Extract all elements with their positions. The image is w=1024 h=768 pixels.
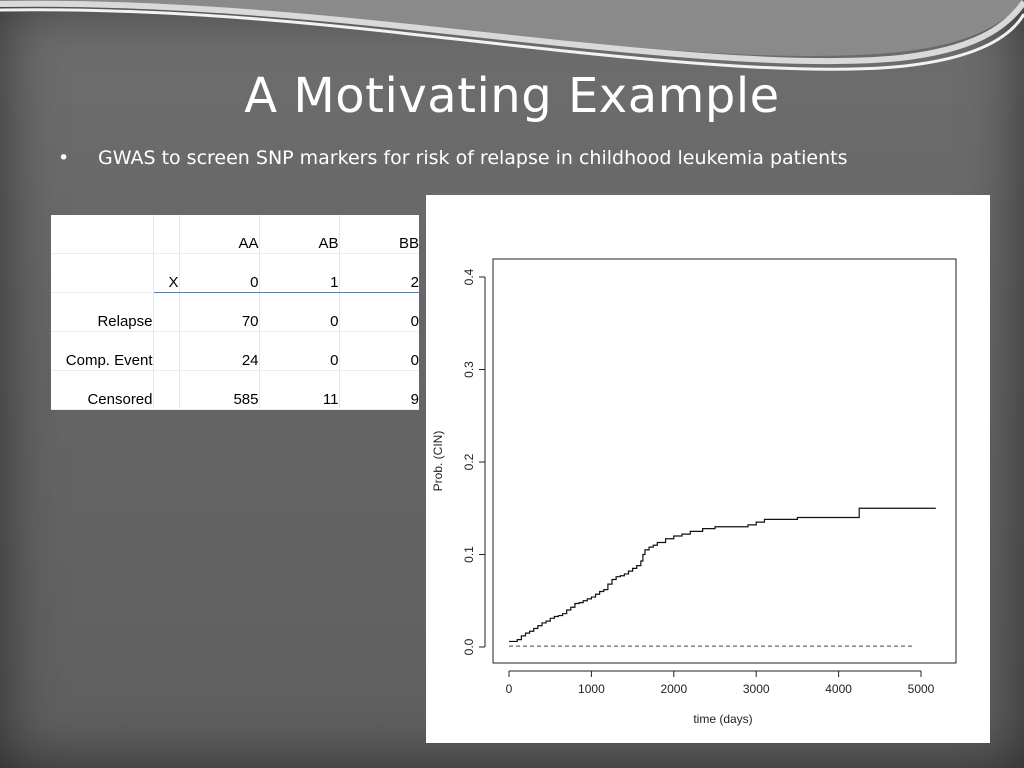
table-cell [153,292,180,332]
table-cell [153,331,180,371]
table-cell: 585 [179,370,260,410]
y-axis-label: Prob. (CIN) [431,431,445,492]
table-cell: 70 [179,292,260,332]
table-cell [51,253,154,293]
x-tick-label: 5000 [908,682,935,696]
y-tick-label: 0.2 [462,453,476,470]
table-row: Comp. Event 24 0 0 [51,331,419,371]
cumulative-incidence-plot: 0 1000 2000 3000 4000 5000 0.0 0.1 0.2 0.3 0.4 ti… [426,195,990,743]
column-header-bb: BB [339,215,419,254]
row-label-censored: Censored [51,370,154,410]
x-tick-label: 3000 [743,682,770,696]
y-axis: 0.0 0.1 0.2 0.3 0.4 [462,268,486,655]
table-cell: 0 [339,292,419,332]
x-tick-label: 0 [506,682,513,696]
genotype-table: AA AB BB X 0 1 2 Relapse 70 0 0 Comp. Ev… [51,215,419,410]
table-cell: 0 [179,253,260,293]
plot-series [509,507,936,647]
table-header-row: AA AB BB [51,215,419,254]
table-row: Censored 585 11 9 [51,370,419,410]
bullet-marker: • [58,147,70,169]
table-cell: 1 [259,253,340,293]
slide-title: A Motivating Example [244,68,780,124]
plot-canvas: 0 1000 2000 3000 4000 5000 0.0 0.1 0.2 0.3 0.4 ti… [431,258,957,726]
x-tick-label: 2000 [660,682,687,696]
row-label-comp-event: Comp. Event [51,331,154,371]
plot-frame [492,258,957,664]
decorative-swoosh [0,0,1024,71]
column-header-ab: AB [259,215,340,254]
table-cell: 9 [339,370,419,410]
table-row: Relapse 70 0 0 [51,292,419,332]
x-axis-label: time (days) [693,712,752,726]
y-tick-label: 0.0 [462,638,476,655]
x-axis: 0 1000 2000 3000 4000 5000 [506,670,935,696]
table-cell: 2 [339,253,419,293]
row-label-x: X [153,253,180,293]
y-tick-label: 0.1 [462,546,476,563]
x-tick-label: 1000 [578,682,605,696]
column-header-aa: AA [179,215,260,254]
x-tick-label: 4000 [825,682,852,696]
table-cell: 24 [179,331,260,371]
table-cell: 0 [339,331,419,371]
table-cell: 11 [259,370,340,410]
table-cell: 0 [259,331,340,371]
table-cell [51,215,154,254]
table-row: X 0 1 2 [51,253,419,293]
table-cell: 0 [259,292,340,332]
bullet-item: • GWAS to screen SNP markers for risk of … [58,144,848,172]
table-cell [153,370,180,410]
relapse-incidence-line [509,507,936,643]
y-tick-label: 0.3 [462,361,476,378]
y-tick-label: 0.4 [462,268,476,285]
table-cell [153,215,180,254]
bullet-text: GWAS to screen SNP markers for risk of r… [98,147,848,169]
row-label-relapse: Relapse [51,292,154,332]
